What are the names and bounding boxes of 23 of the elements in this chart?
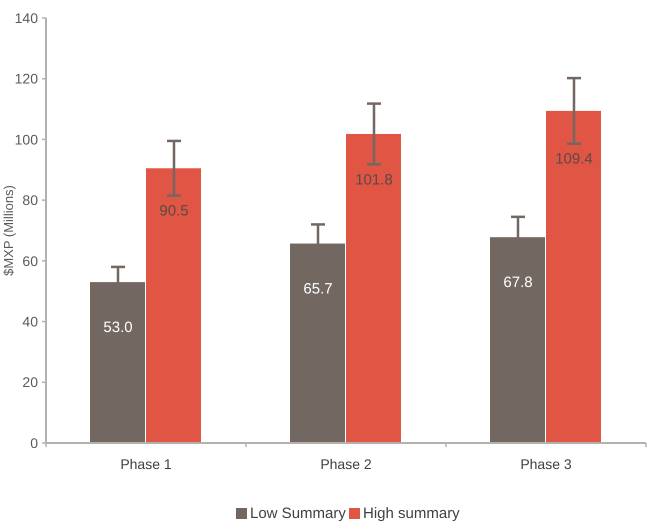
bar	[346, 134, 401, 443]
data-label: 109.4	[555, 150, 593, 168]
legend-label: High summary	[363, 505, 460, 522]
data-label: 90.5	[159, 202, 189, 220]
legend-label: Low Summary	[250, 505, 346, 522]
bar	[146, 168, 201, 443]
data-label: 101.8	[355, 171, 393, 188]
x-tick-label: Phase 3	[520, 456, 572, 472]
data-label: 65.7	[303, 280, 333, 298]
y-tick-label: 140	[14, 10, 38, 26]
data-label: 53.0	[103, 319, 133, 336]
bar	[546, 110, 601, 443]
y-tick-label: 20	[22, 374, 38, 390]
y-tick-label: 120	[14, 70, 38, 87]
y-axis-title: $MXP (Millions)	[1, 185, 16, 276]
y-tick-label: 80	[22, 192, 38, 208]
y-tick-label: 40	[22, 313, 38, 330]
y-tick-label: 60	[22, 252, 38, 269]
data-label: 67.8	[503, 274, 533, 292]
y-tick-label: 0	[30, 434, 38, 451]
x-tick-label: Phase 2	[320, 456, 372, 472]
y-tick-label: 100	[14, 131, 38, 148]
x-tick-label: Phase 1	[120, 456, 172, 472]
